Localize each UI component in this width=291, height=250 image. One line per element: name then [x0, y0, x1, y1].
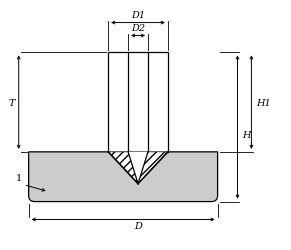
Bar [108, 53, 128, 152]
Bar [108, 53, 168, 152]
Text: H1: H1 [256, 98, 271, 107]
Text: D2: D2 [131, 24, 145, 32]
Text: 1: 1 [16, 173, 22, 182]
Text: D: D [134, 222, 142, 230]
Text: T: T [8, 98, 15, 107]
Text: D1: D1 [131, 10, 145, 20]
PathPatch shape [29, 152, 218, 202]
Polygon shape [128, 152, 148, 184]
Bar [148, 53, 168, 152]
Bar [108, 53, 168, 152]
Text: H: H [242, 131, 251, 140]
Polygon shape [108, 152, 168, 184]
Bar [128, 53, 148, 152]
